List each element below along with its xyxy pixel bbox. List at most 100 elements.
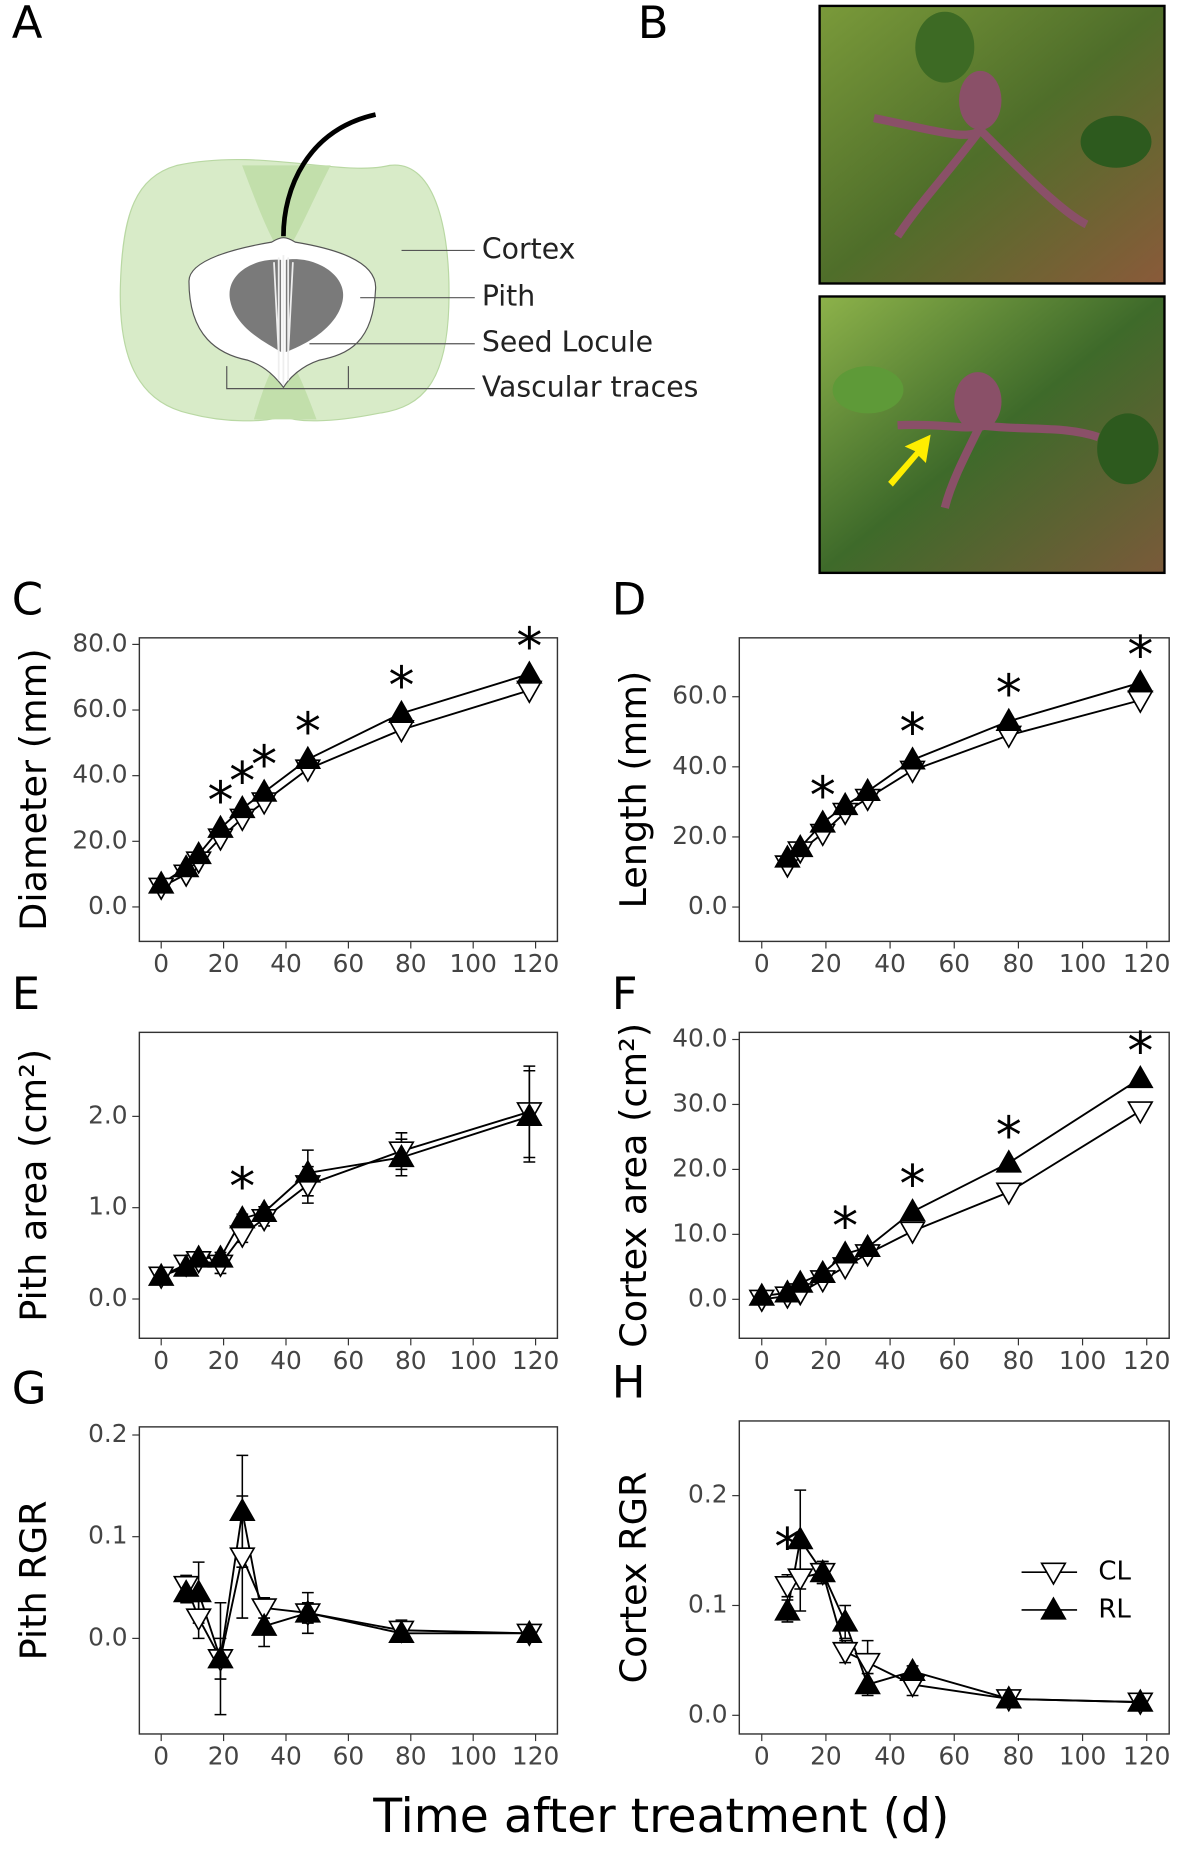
series-line bbox=[186, 1511, 530, 1660]
y-tick-label: 0.0 bbox=[688, 1283, 727, 1312]
data-marker bbox=[995, 1685, 1023, 1709]
x-tick-label: 40 bbox=[270, 1742, 302, 1771]
significance-star: * bbox=[832, 1197, 858, 1257]
data-marker bbox=[388, 720, 415, 744]
x-tick-label: 40 bbox=[874, 949, 906, 978]
diagram-label: Seed Locule bbox=[482, 326, 653, 359]
y-tick-label: 60.0 bbox=[72, 694, 127, 723]
data-marker bbox=[787, 833, 814, 858]
legend-label: CL bbox=[1098, 1557, 1131, 1587]
y-tick-label: 0.0 bbox=[688, 1699, 727, 1728]
data-marker bbox=[1127, 1064, 1154, 1089]
panel-letter: E bbox=[12, 967, 40, 1020]
significance-star: * bbox=[295, 703, 321, 763]
x-tick-label: 20 bbox=[810, 1742, 842, 1771]
y-axis-label: Pith RGR bbox=[12, 1500, 55, 1660]
data-marker bbox=[809, 1559, 836, 1583]
data-marker bbox=[147, 1262, 175, 1286]
data-marker bbox=[516, 660, 543, 684]
y-tick-label: 0.1 bbox=[688, 1589, 727, 1618]
y-axis-label: Cortex area (cm²) bbox=[612, 1023, 655, 1348]
data-marker bbox=[854, 777, 881, 802]
data-marker bbox=[388, 699, 415, 724]
panel-letter: A bbox=[12, 0, 43, 49]
photo bbox=[818, 295, 1166, 575]
data-marker bbox=[787, 1526, 814, 1550]
significance-star: * bbox=[900, 703, 926, 763]
significance-star: * bbox=[1127, 626, 1153, 686]
x-tick-label: 20 bbox=[810, 1346, 842, 1375]
data-marker bbox=[854, 1671, 881, 1695]
y-axis-label: Pith area (cm²) bbox=[12, 1049, 55, 1322]
significance-star: * bbox=[774, 1518, 800, 1578]
data-marker bbox=[774, 1597, 801, 1621]
x-axis-label: Time after treatment (d) bbox=[372, 1789, 949, 1844]
data-marker bbox=[185, 1579, 212, 1603]
apple-diagram bbox=[119, 112, 475, 422]
data-marker bbox=[854, 1233, 881, 1258]
y-tick-label: 20.0 bbox=[672, 821, 727, 850]
x-tick-label: 120 bbox=[1123, 1742, 1170, 1771]
x-tick-label: 100 bbox=[450, 949, 497, 978]
x-tick-label: 80 bbox=[395, 1346, 427, 1375]
data-marker bbox=[516, 680, 543, 704]
significance-star: * bbox=[207, 772, 233, 832]
data-marker bbox=[172, 854, 200, 878]
x-tick-label: 80 bbox=[1003, 1346, 1035, 1375]
data-marker bbox=[899, 746, 926, 770]
x-tick-label: 60 bbox=[333, 949, 365, 978]
x-tick-label: 60 bbox=[938, 1346, 970, 1375]
data-marker bbox=[899, 1198, 926, 1222]
y-tick-label: 20.0 bbox=[72, 825, 127, 854]
data-marker bbox=[207, 814, 234, 838]
data-marker bbox=[147, 870, 175, 894]
data-marker bbox=[831, 1641, 859, 1666]
panel-letter: C bbox=[12, 572, 43, 625]
data-marker bbox=[250, 1598, 278, 1622]
plot-frame bbox=[138, 1426, 559, 1735]
significance-star: * bbox=[1127, 1022, 1153, 1082]
y-tick-label: 2.0 bbox=[88, 1100, 127, 1129]
y-tick-label: 1.0 bbox=[88, 1192, 127, 1221]
data-marker bbox=[207, 1244, 234, 1268]
panel-letter: G bbox=[12, 1361, 47, 1414]
data-marker bbox=[294, 1159, 322, 1183]
x-tick-label: 100 bbox=[450, 1346, 497, 1375]
data-marker bbox=[1127, 1101, 1154, 1125]
data-marker bbox=[787, 1568, 814, 1592]
data-marker bbox=[250, 1198, 278, 1222]
x-tick-label: 40 bbox=[270, 949, 302, 978]
data-marker bbox=[516, 1619, 543, 1643]
x-tick-label: 0 bbox=[153, 1346, 169, 1375]
data-marker bbox=[229, 1225, 256, 1249]
significance-star: * bbox=[516, 617, 542, 677]
data-marker bbox=[854, 1652, 881, 1677]
significance-star: * bbox=[229, 752, 255, 812]
data-marker bbox=[787, 1269, 814, 1293]
data-marker bbox=[229, 1205, 256, 1229]
legend-marker bbox=[1040, 1562, 1067, 1586]
data-marker bbox=[229, 1497, 256, 1521]
x-tick-label: 40 bbox=[874, 1742, 906, 1771]
panel-letter: F bbox=[612, 967, 638, 1020]
y-axis-label: Cortex RGR bbox=[612, 1472, 655, 1684]
x-tick-label: 100 bbox=[1059, 1742, 1106, 1771]
significance-star: * bbox=[388, 657, 414, 717]
data-marker bbox=[250, 778, 278, 802]
x-tick-label: 120 bbox=[1123, 1346, 1170, 1375]
x-tick-label: 60 bbox=[938, 949, 970, 978]
x-tick-label: 100 bbox=[1059, 1346, 1106, 1375]
y-tick-label: 0.0 bbox=[688, 891, 727, 920]
x-tick-label: 120 bbox=[1123, 949, 1170, 978]
data-marker bbox=[899, 1221, 926, 1245]
data-marker bbox=[774, 1576, 801, 1600]
data-marker bbox=[748, 1282, 775, 1306]
diagram-label: Pith bbox=[482, 280, 535, 313]
panel-letter: B bbox=[638, 0, 669, 49]
significance-star: * bbox=[251, 735, 277, 795]
x-tick-label: 60 bbox=[333, 1346, 365, 1375]
diagram-label: Cortex bbox=[482, 232, 576, 265]
x-tick-label: 80 bbox=[1003, 1742, 1035, 1771]
data-marker bbox=[294, 745, 322, 769]
data-marker bbox=[809, 809, 836, 833]
